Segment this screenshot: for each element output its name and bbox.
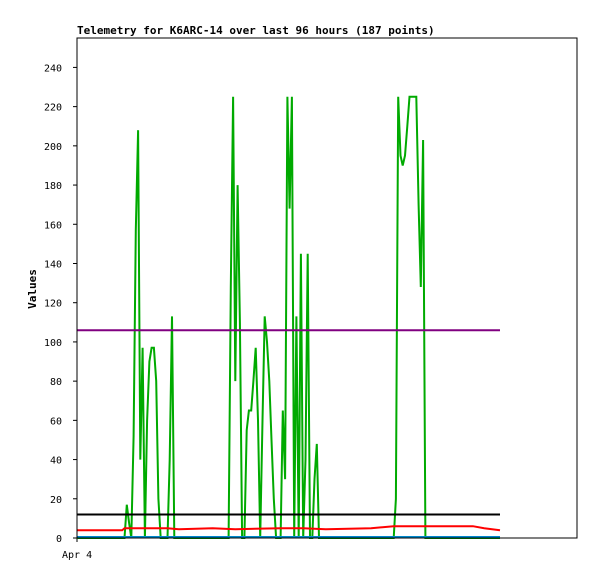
series-layer [77, 95, 501, 539]
y-tick-label: 20 [50, 495, 62, 506]
chart-title: Telemetry for K6ARC-14 over last 96 hour… [77, 24, 435, 37]
series-line-0 [77, 95, 500, 539]
plot-frame [76, 37, 578, 539]
series-line-1 [77, 525, 501, 532]
y-tick-label: 160 [44, 220, 62, 231]
x-tick-label: Apr 4 [62, 550, 92, 561]
y-tick-label: 40 [50, 456, 62, 467]
y-tick-label: 200 [44, 142, 62, 153]
y-tick-label: 100 [44, 338, 62, 349]
y-tick-label: 180 [44, 181, 62, 192]
y-tick-label: 0 [56, 534, 62, 545]
y-tick-label: 140 [44, 259, 62, 270]
y-axis-label: Values [26, 269, 39, 309]
y-tick-label: 60 [50, 416, 62, 427]
y-tick-label: 240 [44, 63, 62, 74]
y-tick-label: 120 [44, 299, 62, 310]
y-axis-ticks: 0 20 40 60 80 100 120 140 160 180 200 220 240 [44, 63, 77, 545]
y-tick-label: 80 [50, 377, 62, 388]
x-axis-ticks: Apr 4 [62, 538, 92, 561]
y-tick-label: 220 [44, 103, 62, 114]
plot-background [77, 38, 577, 538]
